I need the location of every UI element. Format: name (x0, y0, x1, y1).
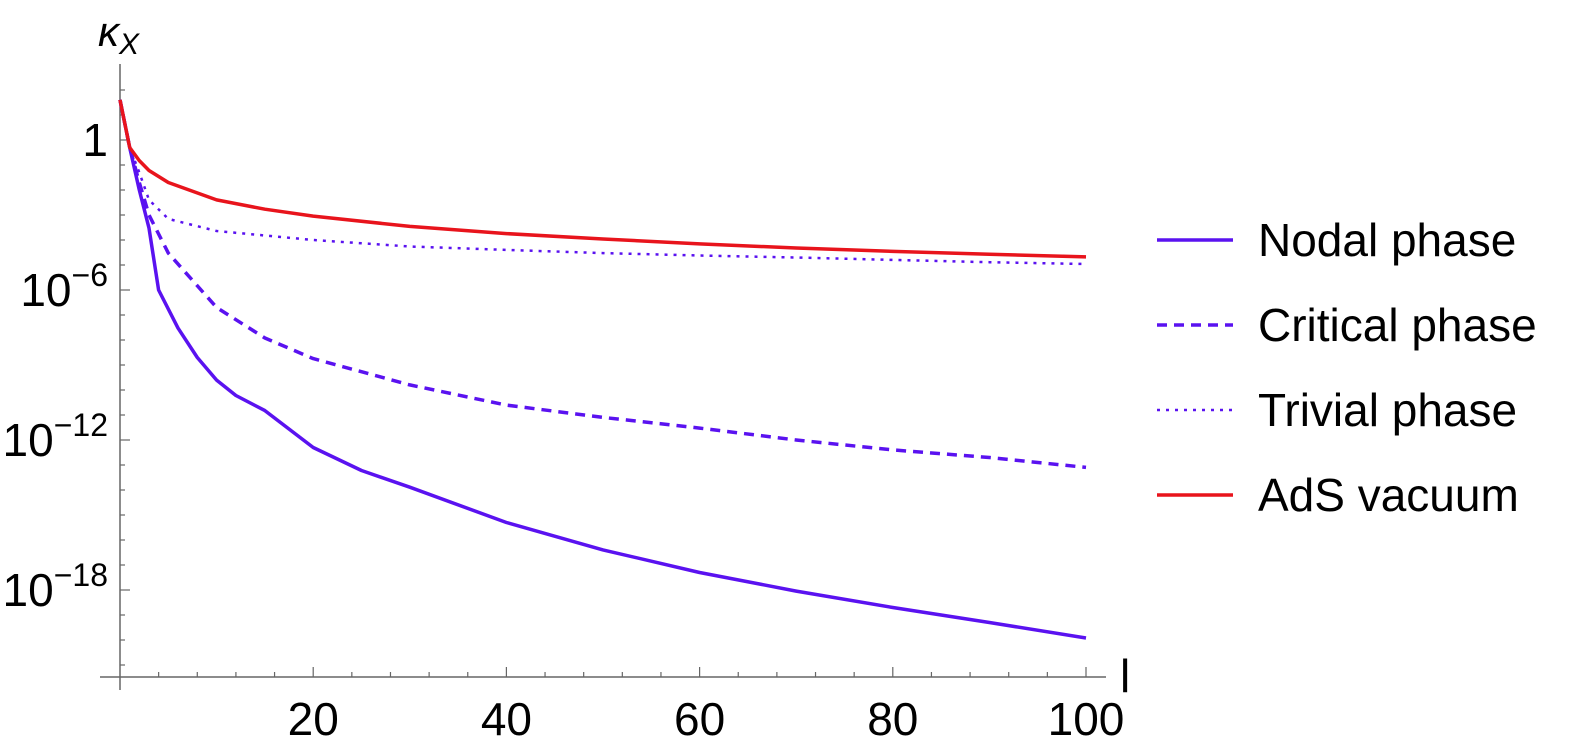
y-axis-label: κX (98, 8, 140, 61)
y-tick-label: 10−6 (20, 257, 108, 316)
series-line-critical-phase (118, 99, 1087, 470)
x-tick-label: 60 (674, 693, 725, 745)
y-minor-ticks (120, 89, 130, 666)
x-minor-ticks (158, 667, 1087, 677)
y-tick-label: 1 (82, 114, 108, 166)
legend-label: AdS vacuum (1258, 469, 1519, 521)
x-tick-labels: 20 40 60 80 100 (288, 693, 1125, 745)
x-tick-label: 20 (288, 693, 339, 745)
series-line-ads-vacuum (118, 99, 1087, 259)
plot-area: 20 40 60 80 100 1 10−6 10−12 10−18 (3, 64, 1125, 745)
y-tick-label: 10−12 (3, 407, 108, 466)
y-tick-label: 10−18 (3, 557, 108, 616)
series-line-nodal-phase (118, 99, 1087, 640)
y-tick-labels: 1 10−6 10−12 10−18 (3, 114, 108, 616)
legend: Nodal phase Critical phase Trivial phase Ad… (1157, 214, 1537, 521)
x-tick-label: 80 (867, 693, 918, 745)
legend-label: Critical phase (1258, 299, 1537, 351)
legend-label: Nodal phase (1258, 214, 1516, 266)
series-lines (118, 99, 1087, 640)
x-axis-label: l (1120, 650, 1130, 702)
legend-label: Trivial phase (1258, 384, 1517, 436)
x-tick-label: 40 (481, 693, 532, 745)
x-tick-label: 100 (1048, 693, 1125, 745)
